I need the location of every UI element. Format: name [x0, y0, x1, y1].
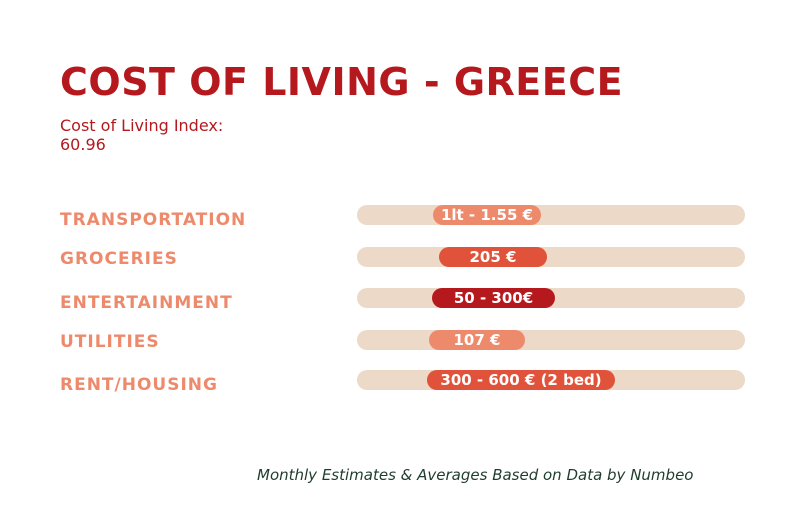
row-label-rent-housing: RENT/HOUSING	[60, 375, 218, 395]
row-track-entertainment: 50 - 300€	[357, 288, 745, 308]
row-label-transportation: TRANSPORTATION	[60, 210, 247, 230]
row-label-groceries: GROCERIES	[60, 249, 178, 269]
row-label-entertainment: ENTERTAINMENT	[60, 293, 233, 313]
cost-index-value: 60.96	[60, 135, 106, 154]
row-track-groceries: 205 €	[357, 247, 745, 267]
row-value-entertainment: 50 - 300€	[432, 288, 555, 308]
row-track-utilities: 107 €	[357, 330, 745, 350]
row-value-groceries: 205 €	[439, 247, 547, 267]
cost-index-label: Cost of Living Index:	[60, 116, 224, 135]
row-value-transportation: 1lt - 1.55 €	[433, 205, 541, 225]
row-value-rent-housing: 300 - 600 € (2 bed)	[427, 370, 615, 390]
row-track-rent-housing: 300 - 600 € (2 bed)	[357, 370, 745, 390]
page-title: COST OF LIVING - GREECE	[60, 60, 624, 104]
row-label-utilities: UTILITIES	[60, 332, 160, 352]
source-note: Monthly Estimates & Averages Based on Da…	[257, 466, 694, 484]
row-track-transportation: 1lt - 1.55 €	[357, 205, 745, 225]
row-value-utilities: 107 €	[429, 330, 525, 350]
